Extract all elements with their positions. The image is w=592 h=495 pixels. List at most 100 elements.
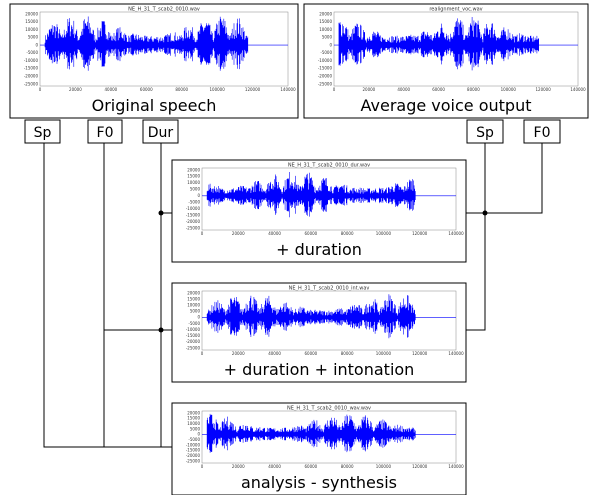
y-tick-label: -5000 (26, 50, 38, 55)
y-tick-label: -15000 (186, 333, 201, 338)
y-tick-label: 20000 (187, 167, 200, 172)
junctions (158, 210, 488, 333)
y-tick-label: 20000 (319, 11, 332, 16)
panel-caption: + duration + intonation (224, 360, 415, 379)
y-tick-label: 10000 (187, 421, 200, 426)
panel-caption: analysis - synthesis (241, 473, 397, 492)
waveform (206, 413, 416, 453)
input-box (24, 119, 61, 144)
y-tick-label: -15000 (318, 66, 333, 71)
y-tick-label: 0 (197, 315, 200, 320)
x-tick-label: 60000 (304, 464, 317, 469)
x-tick-label: 60000 (140, 87, 153, 92)
connectors (43, 143, 543, 448)
panel-caption: Average voice output (361, 96, 532, 115)
x-tick-label: 120000 (245, 87, 261, 92)
y-tick-label: -20000 (186, 453, 201, 458)
y-tick-label: 0 (197, 432, 200, 437)
y-tick-label: -20000 (318, 74, 333, 79)
x-tick-label: 120000 (412, 464, 428, 469)
x-tick-label: 100000 (376, 351, 392, 356)
y-tick-label: 15000 (187, 174, 200, 179)
waveform (206, 172, 416, 218)
x-tick-label: 80000 (467, 87, 480, 92)
y-tick-label: 15000 (187, 416, 200, 421)
waveform (206, 294, 416, 339)
panel-title: NE_H_31_T_scab2_0010_int.wav (289, 286, 370, 292)
y-tick-label: 10000 (187, 303, 200, 308)
y-tick-label: 15000 (187, 296, 200, 301)
y-tick-label: -5000 (188, 437, 200, 442)
x-tick-label: 20000 (232, 231, 245, 236)
x-tick-label: 0 (39, 87, 42, 92)
y-tick-label: 0 (329, 42, 332, 47)
y-tick-label: -10000 (186, 206, 201, 211)
connector (466, 143, 486, 331)
x-tick-label: 120000 (536, 87, 552, 92)
y-tick-label: -25000 (186, 345, 201, 350)
y-tick-label: 10000 (319, 27, 332, 32)
junction (158, 327, 164, 333)
y-tick-label: 5000 (322, 35, 333, 40)
x-tick-label: 120000 (412, 351, 428, 356)
x-tick-label: 20000 (232, 464, 245, 469)
y-tick-label: -5000 (188, 200, 200, 205)
panel-title: NE_H_31_T_scab2_0010.wav (128, 7, 200, 13)
x-tick-label: 60000 (304, 351, 317, 356)
input-box (466, 119, 504, 144)
y-tick-label: -15000 (186, 212, 201, 217)
y-tick-label: 0 (35, 42, 38, 47)
junction (482, 210, 488, 216)
input-label: Dur (148, 125, 174, 141)
x-tick-label: 140000 (448, 464, 464, 469)
x-tick-label: 40000 (268, 231, 281, 236)
y-tick-label: -25000 (24, 81, 39, 86)
x-tick-label: 140000 (448, 231, 464, 236)
x-tick-label: 40000 (268, 351, 281, 356)
y-tick-label: -5000 (188, 321, 200, 326)
x-tick-label: 80000 (341, 231, 354, 236)
y-tick-label: 20000 (187, 290, 200, 295)
y-tick-label: -15000 (24, 66, 39, 71)
panel-caption: + duration (276, 240, 362, 259)
y-tick-label: 15000 (319, 19, 332, 24)
input-box (87, 119, 123, 144)
y-tick-label: -20000 (186, 339, 201, 344)
x-tick-label: 20000 (69, 87, 82, 92)
input-box (523, 119, 561, 144)
x-tick-label: 140000 (448, 351, 464, 356)
y-tick-label: -15000 (186, 448, 201, 453)
input-box (142, 119, 179, 144)
input-label: Sp (34, 125, 52, 141)
input-label: F0 (534, 125, 551, 141)
x-tick-label: 140000 (280, 87, 296, 92)
panel-title: realignment_voc.wav (429, 7, 482, 13)
connector (466, 143, 543, 214)
input-label: Sp (476, 125, 494, 141)
x-tick-label: 20000 (362, 87, 375, 92)
x-tick-label: 80000 (175, 87, 188, 92)
y-tick-label: 10000 (187, 180, 200, 185)
y-tick-label: -10000 (318, 58, 333, 63)
y-tick-label: -10000 (186, 327, 201, 332)
x-tick-label: 40000 (268, 464, 281, 469)
connector (43, 143, 172, 448)
x-tick-label: 80000 (341, 351, 354, 356)
y-tick-label: -10000 (186, 442, 201, 447)
x-tick-label: 100000 (210, 87, 226, 92)
panel-caption: Original speech (92, 96, 217, 115)
x-tick-label: 140000 (570, 87, 586, 92)
x-tick-label: 60000 (304, 231, 317, 236)
y-tick-label: 0 (197, 193, 200, 198)
x-tick-label: 100000 (376, 464, 392, 469)
y-tick-label: 5000 (190, 187, 201, 192)
y-tick-label: -20000 (186, 219, 201, 224)
waveform (44, 16, 249, 71)
y-tick-label: 5000 (28, 35, 39, 40)
y-tick-label: -20000 (24, 74, 39, 79)
y-tick-label: -25000 (318, 81, 333, 86)
x-tick-label: 40000 (397, 87, 410, 92)
y-tick-label: 15000 (25, 19, 38, 24)
